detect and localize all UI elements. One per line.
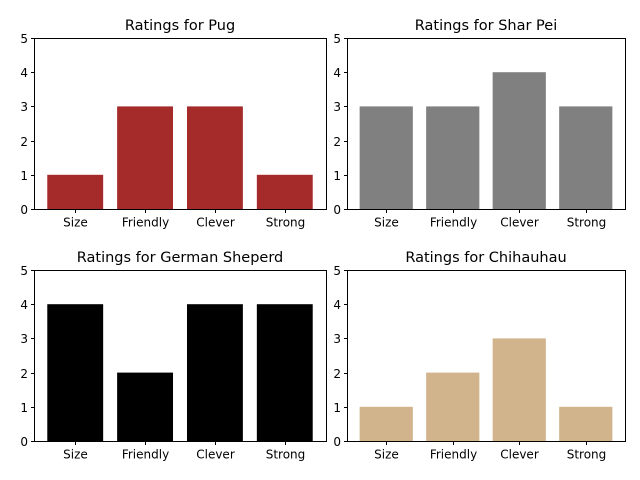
x-tick-label: Friendly	[430, 448, 477, 462]
y-tick-label: 4	[333, 298, 341, 312]
x-tick-label: Size	[63, 216, 88, 230]
y-tick-label: 0	[20, 203, 28, 217]
x-tick-label: Strong	[567, 216, 607, 230]
y-tick-label: 5	[333, 32, 341, 46]
bar-clever	[186, 106, 243, 209]
bar-strong	[559, 106, 613, 209]
bar-size	[359, 106, 413, 209]
chart-title: Ratings for Shar Pei	[415, 18, 558, 34]
x-tick-label: Size	[63, 448, 88, 462]
x-tick-label: Clever	[500, 448, 539, 462]
x-tick-label: Strong	[567, 448, 607, 462]
y-tick-label: 3	[333, 332, 341, 346]
x-tick-label: Friendly	[430, 216, 477, 230]
chart-title: Ratings for German Sheperd	[77, 250, 283, 266]
y-tick-label: 5	[20, 264, 28, 278]
y-tick-label: 3	[333, 100, 341, 114]
x-tick-label: Clever	[500, 216, 539, 230]
y-tick-label: 4	[20, 66, 28, 80]
bar-clever	[492, 338, 546, 441]
y-tick-label: 1	[20, 401, 28, 415]
y-tick-label: 2	[20, 367, 28, 381]
bar-friendly	[117, 106, 174, 209]
y-tick-label: 0	[333, 203, 341, 217]
y-tick-label: 3	[20, 100, 28, 114]
y-tick-label: 1	[333, 401, 341, 415]
chart-title: Ratings for Chihauhau	[405, 250, 566, 266]
chart-title: Ratings for Pug	[125, 18, 235, 34]
y-tick-label: 2	[333, 367, 341, 381]
y-tick-label: 3	[20, 332, 28, 346]
y-tick-label: 2	[20, 135, 28, 149]
x-tick-label: Size	[374, 216, 399, 230]
bar-friendly	[117, 372, 174, 441]
subplot-4: Ratings for Chihauhau 0 1 2 3 4 5 Size Friendly C…	[333, 250, 626, 462]
bar-friendly	[426, 106, 480, 209]
bar-strong	[256, 174, 313, 209]
x-tick-label: Clever	[196, 448, 235, 462]
y-tick-label: 1	[20, 169, 28, 183]
bar-friendly	[426, 372, 480, 441]
axes-frame	[347, 270, 626, 442]
x-tick-label: Size	[374, 448, 399, 462]
bar-size	[47, 174, 104, 209]
y-tick-label: 5	[20, 32, 28, 46]
x-tick-label: Clever	[196, 216, 235, 230]
y-tick-label: 1	[333, 169, 341, 183]
x-tick-label: Friendly	[122, 216, 169, 230]
y-tick-label: 5	[333, 264, 341, 278]
y-tick-label: 0	[20, 435, 28, 449]
subplot-1: Ratings for Pug 0 1 2 3 4 5 Size Friendly Clever S…	[20, 18, 327, 230]
x-tick-label: Friendly	[122, 448, 169, 462]
y-tick-label: 4	[333, 66, 341, 80]
axes-frame	[34, 38, 327, 210]
bar-strong	[256, 304, 313, 441]
y-tick-label: 4	[20, 298, 28, 312]
bar-strong	[559, 406, 613, 441]
y-tick-label: 0	[333, 435, 341, 449]
subplot-2: Ratings for Shar Pei 0 1 2 3 4 5 Size Friendly Cl…	[333, 18, 626, 230]
subplot-3: Ratings for German Sheperd 0 1 2 3 4 5 Size Frie…	[20, 250, 327, 462]
bar-clever	[492, 72, 546, 209]
x-tick-label: Strong	[266, 216, 306, 230]
axes-frame	[347, 38, 626, 210]
bar-clever	[186, 304, 243, 441]
axes-frame	[34, 270, 327, 442]
x-tick-label: Strong	[266, 448, 306, 462]
y-tick-label: 2	[333, 135, 341, 149]
bar-size	[47, 304, 104, 441]
bar-size	[359, 406, 413, 441]
